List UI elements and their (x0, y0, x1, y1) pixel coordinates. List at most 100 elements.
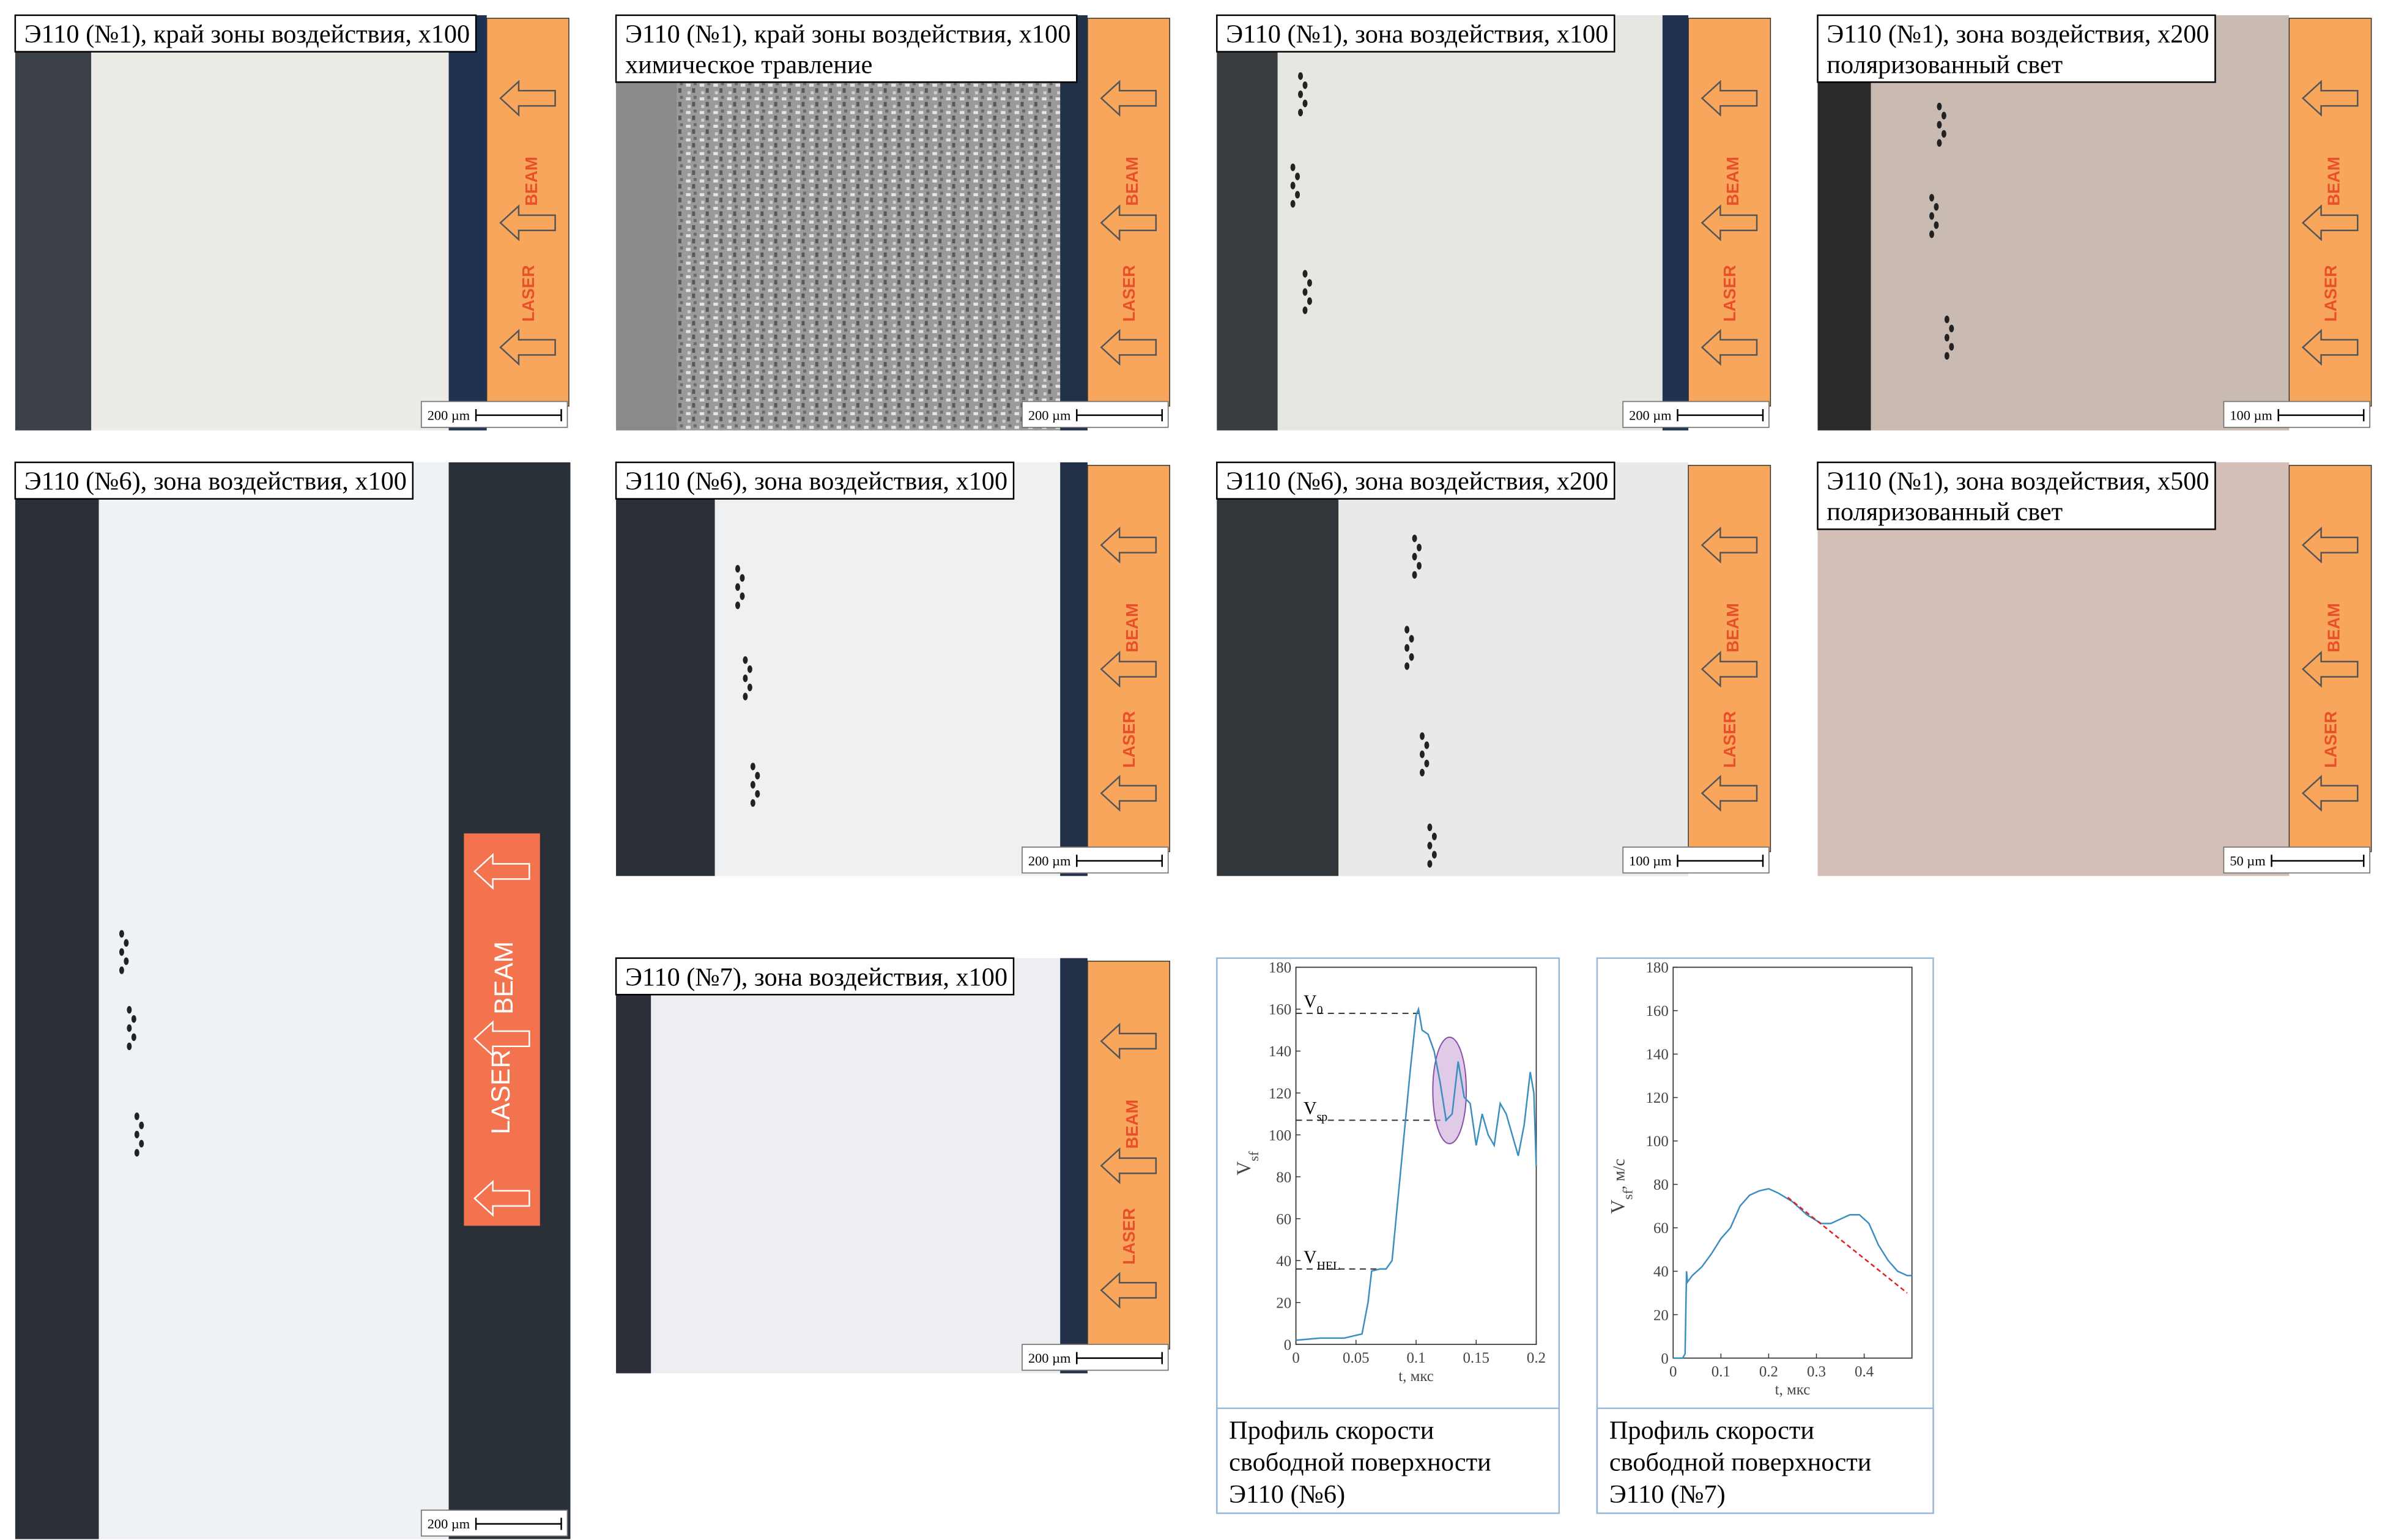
crack (119, 930, 124, 938)
laser-strip (1688, 465, 1770, 852)
beam-label: BEAM (2324, 157, 2343, 206)
y-axis-label-unit: , м/с (1610, 1158, 1628, 1190)
laser-label: LASER (1119, 711, 1138, 768)
crack (1291, 200, 1296, 207)
y-axis-label-sub: sf (1620, 1190, 1635, 1200)
beam-label: BEAM (1122, 157, 1141, 206)
crack (747, 665, 752, 673)
annotation-sub: 0 (1317, 1004, 1323, 1017)
crack (1432, 851, 1437, 858)
crack (1929, 212, 1934, 220)
crack (755, 790, 760, 798)
crack (1934, 221, 1938, 229)
micrograph-panel: LASERBEAMЭ110 (№6), зона воздействия, x1… (15, 462, 571, 1539)
y-axis-label-main: V (1233, 1161, 1255, 1175)
y-tick-label: 60 (1653, 1220, 1669, 1237)
caption: Э110 (№6) (1229, 1480, 1345, 1509)
crack (740, 574, 744, 582)
crack (124, 957, 128, 964)
caption: Профиль скорости (1229, 1416, 1434, 1445)
y-tick-label: 180 (1269, 960, 1291, 976)
y-tick-label: 40 (1653, 1264, 1669, 1280)
crack (1298, 91, 1303, 98)
image-region (1338, 462, 1688, 876)
image-region (91, 15, 448, 431)
laser-label: LASER (1119, 265, 1138, 322)
crack (735, 601, 740, 609)
crack (1937, 139, 1942, 147)
laser-label: LASER (519, 265, 538, 322)
x-axis-label: t, мкс (1398, 1368, 1434, 1385)
crack (1945, 334, 1949, 341)
crack (139, 1140, 144, 1147)
crack (1298, 72, 1303, 80)
crack (1295, 191, 1300, 198)
image-region (1278, 15, 1663, 431)
caption: свободной поверхности (1229, 1448, 1491, 1477)
annotation-main: V (1304, 1098, 1317, 1119)
y-tick-label: 40 (1276, 1253, 1291, 1270)
crack (1432, 832, 1437, 840)
crack (1942, 112, 1946, 119)
crack (135, 1131, 139, 1138)
caption: Э110 (№7) (1609, 1480, 1726, 1509)
annotation-main: V (1304, 1247, 1317, 1267)
crack (1404, 662, 1409, 670)
beam-label: BEAM (1723, 603, 1742, 653)
crack (1934, 203, 1938, 210)
figure: LASER BEAM Э110 (№1), край зоны воздействи… (0, 0, 2385, 1540)
image-region (15, 15, 91, 431)
caption: Профиль скорости (1609, 1416, 1814, 1445)
crack (743, 656, 747, 664)
scale-label: 50 µm (2230, 853, 2266, 868)
image-region (616, 958, 651, 1374)
image-region (1060, 462, 1088, 876)
y-tick-label: 20 (1653, 1307, 1669, 1323)
crack (1420, 769, 1425, 776)
crack (127, 1024, 132, 1032)
crack (1291, 163, 1296, 171)
crack (1412, 553, 1417, 560)
x-tick-label: 0.2 (1527, 1350, 1546, 1366)
crack (1298, 109, 1303, 116)
crack (127, 1006, 132, 1013)
crack (1303, 81, 1308, 89)
crack (1303, 288, 1308, 295)
scale-label: 200 µm (1028, 407, 1071, 423)
panel-label: Э110 (№1), край зоны воздействия, x100 (625, 20, 1070, 49)
crack (743, 675, 747, 682)
x-tick-label: 0 (1669, 1363, 1677, 1380)
crack (1949, 343, 1954, 350)
x-tick-label: 0.15 (1463, 1350, 1489, 1366)
y-tick-label: 80 (1653, 1177, 1669, 1193)
panel-label: поляризованный свет (1827, 497, 2063, 526)
crack (1412, 535, 1417, 542)
chart: 02040608010012014016018000.10.20.30.4t, … (1597, 958, 1934, 1514)
crack (1420, 750, 1425, 758)
crack (1307, 297, 1312, 305)
micrograph-panel: LASERBEAMЭ110 (№1), зона воздействия, x1… (1217, 15, 1770, 431)
panel-label: Э110 (№1), зона воздействия, x200 (1827, 20, 2209, 49)
crack (735, 583, 740, 591)
image-region (1217, 15, 1277, 431)
crack (747, 684, 752, 691)
crack (740, 593, 744, 600)
crack (1412, 571, 1417, 579)
crack (1427, 860, 1432, 867)
x-tick-label: 0 (1292, 1350, 1299, 1366)
panel-label: поляризованный свет (1827, 50, 2063, 79)
beam-label: BEAM (1723, 157, 1742, 206)
crack (1427, 824, 1432, 831)
crack (1942, 130, 1946, 138)
beam-label: BEAM (1122, 603, 1141, 653)
beam-label: BEAM (1122, 1100, 1141, 1149)
crack (1409, 635, 1414, 642)
crack (1424, 760, 1429, 767)
y-tick-label: 20 (1276, 1295, 1291, 1311)
crack (1929, 231, 1934, 238)
x-tick-label: 0.3 (1807, 1363, 1826, 1380)
x-tick-label: 0.1 (1406, 1350, 1425, 1366)
annotation-main: V (1304, 991, 1317, 1012)
